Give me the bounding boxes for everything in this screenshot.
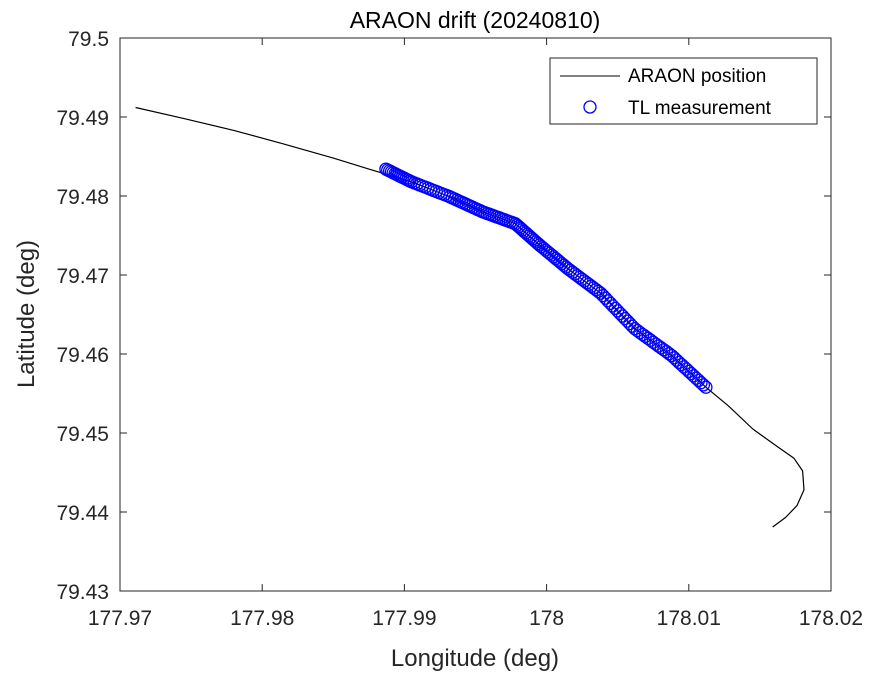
x-tick-label: 178 bbox=[529, 607, 564, 630]
tl-measurement-point bbox=[672, 355, 686, 370]
tl-measurement-point bbox=[608, 301, 622, 316]
tl-measurement-point bbox=[620, 314, 635, 328]
legend: ARAON position TL measurement bbox=[549, 57, 818, 125]
tl-measurement-point bbox=[579, 276, 594, 290]
y-tick-label: 79.43 bbox=[56, 581, 109, 604]
tl-measurement-point bbox=[584, 279, 598, 293]
legend-marker-sample bbox=[583, 100, 597, 114]
y-axis-title: Latitude (deg) bbox=[13, 240, 40, 388]
tl-measurement-point bbox=[689, 371, 703, 385]
tl-measurement-point bbox=[565, 265, 580, 279]
tl-measurement-point bbox=[591, 284, 605, 299]
tl-measurement-point bbox=[623, 316, 637, 331]
tl-measurement-point bbox=[613, 306, 627, 321]
tl-measurement-point bbox=[674, 357, 689, 372]
tl-measurement-point bbox=[593, 286, 608, 300]
x-tick-label: 178.01 bbox=[657, 607, 721, 630]
plot-area bbox=[120, 38, 831, 591]
x-tick-label: 177.98 bbox=[230, 607, 294, 630]
tl-measurement-point bbox=[611, 304, 625, 318]
y-tick-label: 79.46 bbox=[56, 344, 109, 367]
tl-measurement-point bbox=[601, 294, 615, 308]
y-tick-label: 79.44 bbox=[56, 502, 109, 525]
x-axis: 177.97 177.98 177.99 178 178.01 178.02 bbox=[88, 38, 863, 630]
plot-box bbox=[119, 37, 832, 592]
tl-measurement-point bbox=[699, 380, 713, 394]
y-tick-label: 79.48 bbox=[56, 186, 109, 209]
y-tick-label: 79.49 bbox=[56, 107, 109, 130]
series-layer bbox=[135, 106, 805, 528]
x-tick-label: 178.02 bbox=[799, 607, 863, 630]
tl-measurement-point bbox=[669, 353, 684, 367]
tl-measurement-point bbox=[691, 373, 706, 388]
y-tick-label: 79.47 bbox=[56, 265, 109, 288]
y-axis: 79.43 79.44 79.45 79.46 79.47 79.48 79.49 79.5 bbox=[56, 28, 831, 604]
x-tick-label: 177.97 bbox=[88, 607, 152, 630]
tl-measurement-point bbox=[570, 269, 584, 283]
tl-measurement-point bbox=[615, 309, 630, 323]
tl-measurement-point bbox=[606, 299, 620, 313]
tl-measurement-point bbox=[677, 360, 691, 374]
y-tick-label: 79.45 bbox=[56, 423, 109, 446]
y-tick-label: 79.5 bbox=[68, 28, 109, 51]
tl-measurement-point bbox=[684, 366, 698, 381]
tl-measurement-point bbox=[603, 296, 618, 310]
tl-measurement-point bbox=[682, 364, 696, 379]
chart-title: ARAON drift (20240810) bbox=[350, 7, 601, 33]
x-tick-label: 177.99 bbox=[372, 607, 436, 630]
tl-measurement-point bbox=[694, 376, 708, 390]
tl-measurement-point bbox=[679, 362, 694, 376]
tl-measurement-point bbox=[561, 262, 575, 276]
legend-label-tl-measurement: TL measurement bbox=[628, 98, 772, 119]
tl-measurement-point bbox=[665, 348, 679, 363]
legend-label-araon-position: ARAON position bbox=[628, 66, 766, 87]
x-axis-title: Longitude (deg) bbox=[391, 645, 559, 672]
tl-measurement-point bbox=[598, 291, 613, 305]
tl-measurement-point bbox=[696, 378, 711, 392]
tl-measurement-point bbox=[559, 260, 573, 274]
tl-measurement-point bbox=[667, 351, 681, 365]
tl-measurement-point bbox=[687, 369, 701, 383]
tl-measurement-point bbox=[596, 289, 610, 303]
tl-measurement-point bbox=[618, 311, 632, 326]
tl-measurement-point bbox=[575, 272, 589, 286]
legend-box bbox=[549, 57, 818, 125]
